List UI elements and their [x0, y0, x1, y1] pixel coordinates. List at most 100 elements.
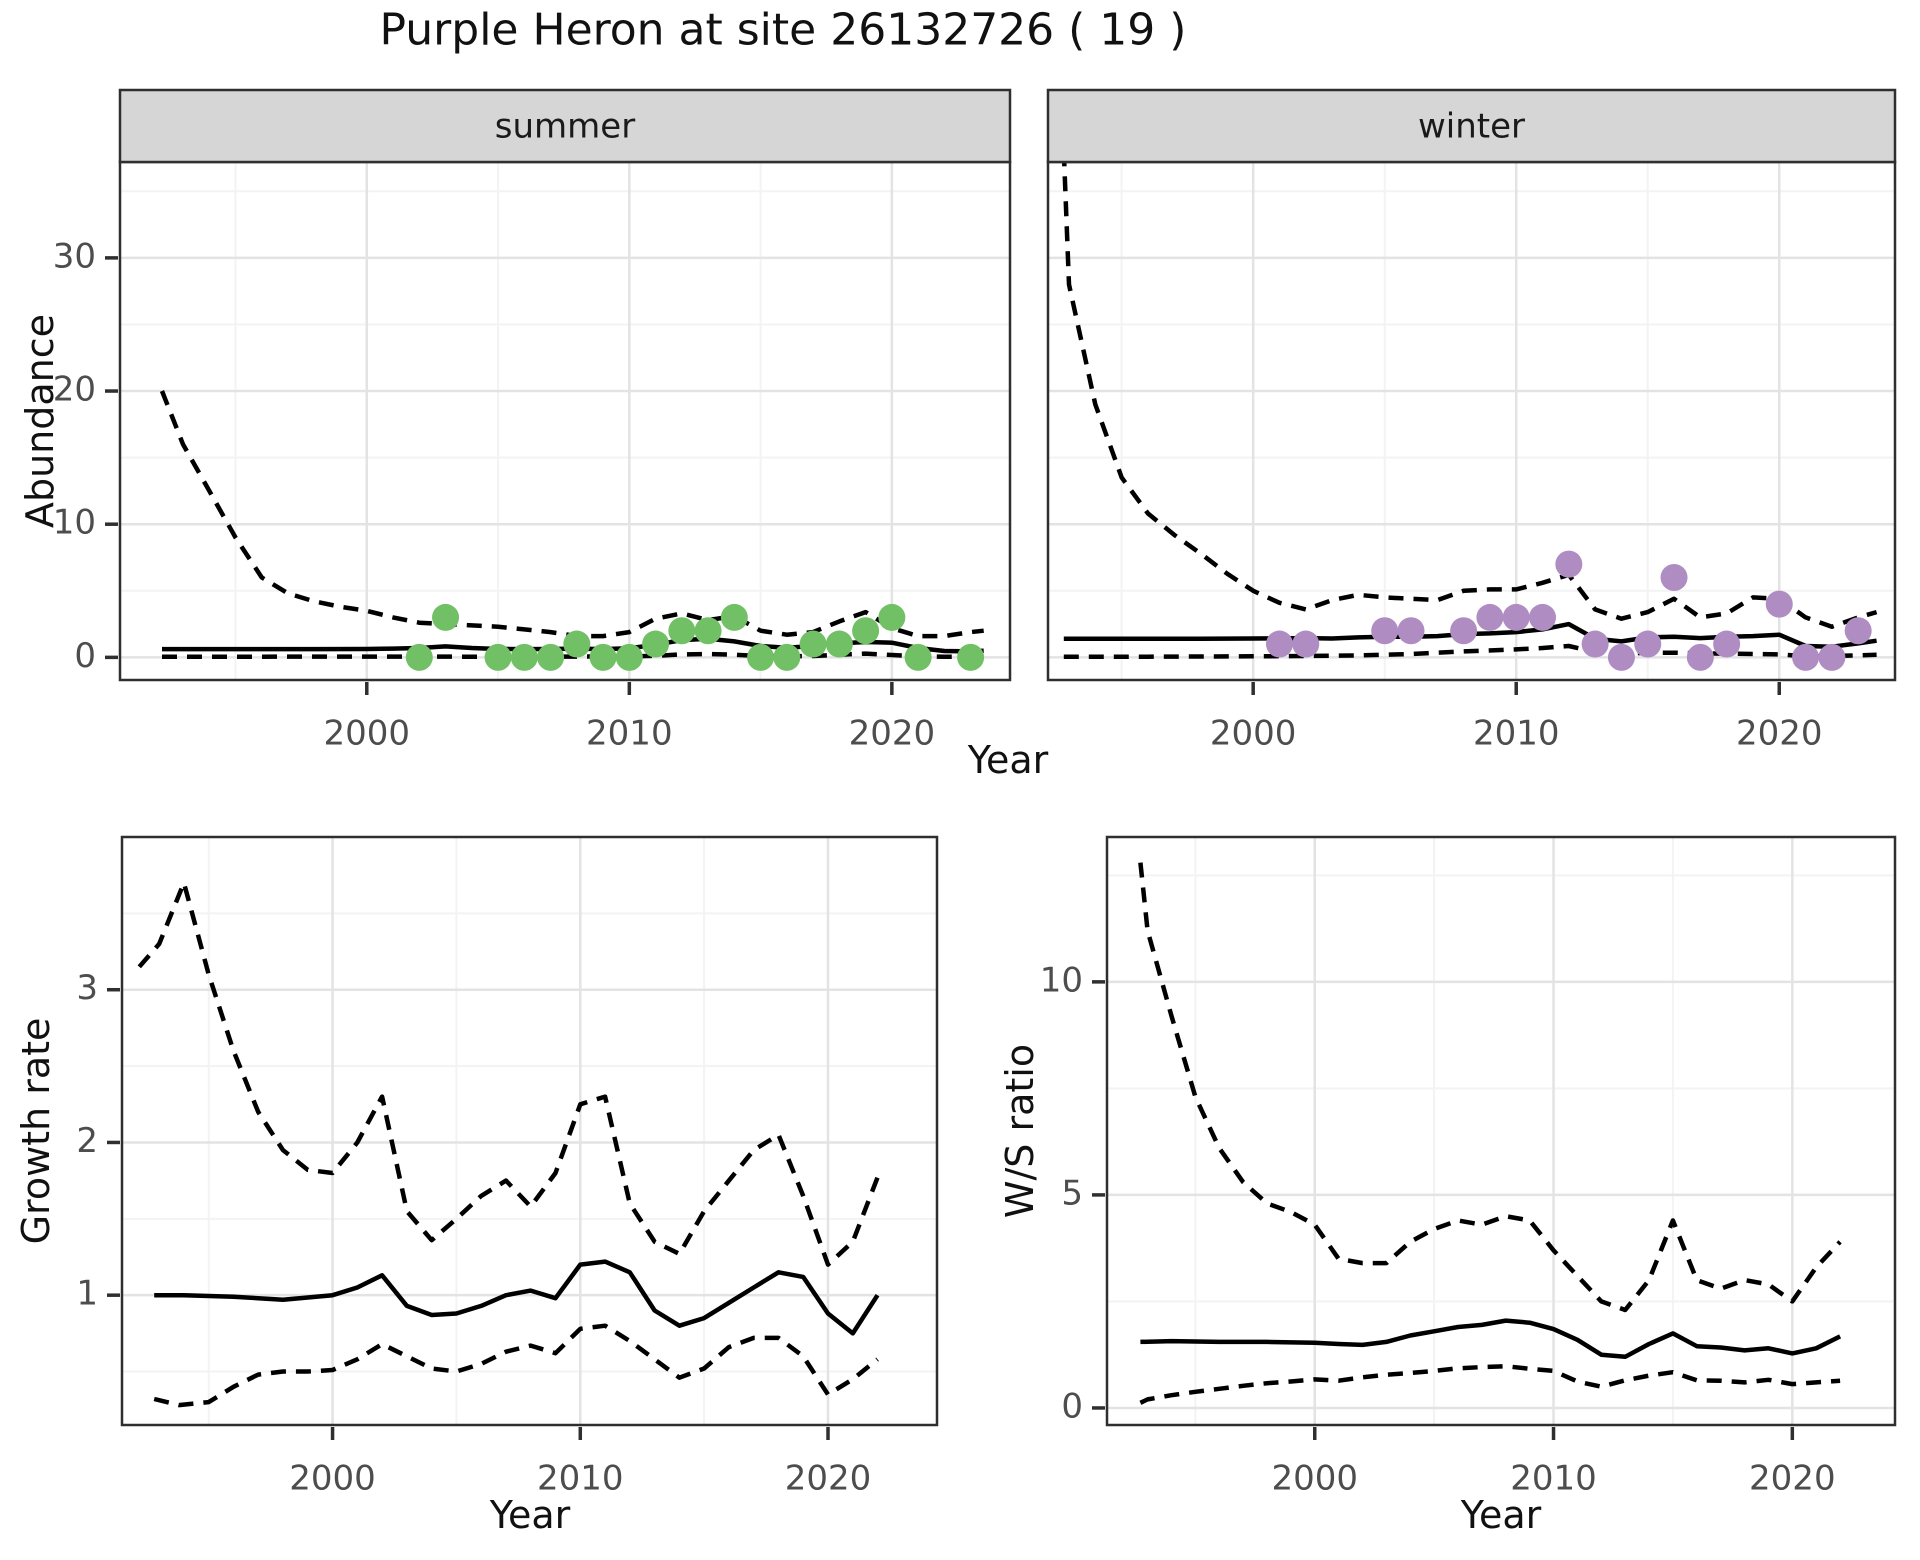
- x-axis-title-year-top: Year: [967, 738, 1049, 782]
- winter-observation-point: [1713, 630, 1741, 658]
- y-tick-label: 0: [1061, 1386, 1083, 1426]
- winter-observation-point: [1818, 643, 1846, 671]
- x-axis-ticks: 2000 2010 2020: [289, 1427, 871, 1499]
- gridlines-minor: [1048, 162, 1895, 680]
- panel-winter: 2000 2010 2020 winter: [1046, 88, 1897, 754]
- winter-observation-point: [1397, 617, 1425, 645]
- x-axis-title-year-growth: Year: [489, 1493, 571, 1537]
- growth-rate-upper-ci-line: [137, 880, 880, 1267]
- winter-observation-point: [1555, 550, 1583, 578]
- summer-observation-point: [747, 643, 775, 671]
- gridlines-minor: [1107, 837, 1895, 1425]
- winter-observation-point: [1476, 603, 1504, 631]
- panel-background: [120, 162, 1010, 680]
- figure-title: Purple Heron at site 26132726 ( 19 ): [379, 4, 1187, 56]
- winter-observed-points: [1265, 550, 1872, 671]
- x-tick-label: 2010: [537, 1459, 624, 1499]
- series-group: [1138, 862, 1842, 1405]
- gridlines-minor: [122, 837, 937, 1425]
- x-tick-label: 2010: [586, 714, 673, 754]
- winter-observation-point: [1581, 630, 1609, 658]
- facet-strip-summer: [118, 88, 1012, 164]
- summer-observation-point: [484, 643, 512, 671]
- summer-observation-point: [668, 617, 696, 645]
- summer-observation-point: [904, 643, 932, 671]
- winter-observation-point: [1502, 603, 1530, 631]
- growth-rate-lower-ci-line: [153, 1323, 879, 1408]
- panel-ws-ratio: 2000 2010 2020 0 5 10: [1040, 835, 1897, 1499]
- summer-observation-point: [720, 603, 748, 631]
- summer-observation-point: [852, 617, 880, 645]
- gridlines-major: [122, 837, 937, 1425]
- summer-observation-point: [563, 630, 591, 658]
- summer-observation-point: [878, 603, 906, 631]
- growth-rate-mean-line: [154, 1259, 880, 1336]
- panel-border: [120, 835, 939, 1427]
- y-axis-ticks: 0 10 20 30: [53, 236, 118, 676]
- winter-observation-point: [1765, 590, 1793, 618]
- summer-observation-point: [589, 643, 617, 671]
- winter-observation-point: [1792, 643, 1820, 671]
- summer-observation-point: [405, 643, 433, 671]
- y-tick-label: 10: [1040, 960, 1083, 1000]
- series-group: [137, 880, 880, 1408]
- y-axis-title-growth-rate: Growth rate: [14, 1017, 58, 1245]
- y-tick-label: 2: [76, 1121, 98, 1161]
- facet-strip-label: winter: [1418, 107, 1525, 147]
- panel-background: [1048, 162, 1895, 680]
- panel-growth-rate: 2000 2010 2020 1 2 3: [76, 835, 939, 1499]
- summer-observation-point: [432, 603, 460, 631]
- x-tick-label: 2000: [1271, 1459, 1358, 1499]
- x-tick-label: 2010: [1473, 714, 1560, 754]
- panel-summer: 2000 2010 2020 0 10 20 30 summer: [53, 88, 1012, 754]
- ws-ratio-upper-ci-line: [1138, 862, 1842, 1313]
- summer-observed-points: [405, 603, 985, 671]
- winter-observation-point: [1292, 630, 1320, 658]
- summer-observation-point: [957, 643, 985, 671]
- summer-observation-point: [642, 630, 670, 658]
- panel-background: [1107, 837, 1895, 1425]
- summer-observation-point: [537, 643, 565, 671]
- x-axis-ticks: 2000 2010 2020: [1271, 1427, 1836, 1499]
- winter-observation-point: [1634, 630, 1662, 658]
- x-tick-label: 2000: [1210, 714, 1297, 754]
- series-group: [159, 390, 985, 671]
- y-tick-label: 3: [76, 968, 98, 1008]
- ws-ratio-mean-line: [1140, 1318, 1842, 1360]
- y-axis-ticks: 1 2 3: [76, 968, 120, 1314]
- winter-observation-point: [1686, 643, 1714, 671]
- y-axis-title-ws-ratio: W/S ratio: [998, 1043, 1042, 1219]
- summer-observation-point: [825, 630, 853, 658]
- summer-observation-point: [694, 617, 722, 645]
- winter-observation-point: [1371, 617, 1399, 645]
- gridlines-minor: [120, 162, 1010, 680]
- ws-ratio-lower-ci-line: [1139, 1363, 1841, 1405]
- x-tick-label: 2000: [324, 714, 411, 754]
- series-group: [1061, 162, 1878, 671]
- facet-strip-winter: [1046, 88, 1897, 164]
- x-tick-label: 2010: [1510, 1459, 1597, 1499]
- y-tick-label: 10: [53, 503, 96, 543]
- y-tick-label: 5: [1061, 1173, 1083, 1213]
- panel-background: [122, 837, 937, 1425]
- y-axis-title-abundance: Abundance: [18, 313, 62, 529]
- x-tick-label: 2020: [1736, 714, 1823, 754]
- x-tick-label: 2020: [1749, 1459, 1836, 1499]
- summer-observation-point: [799, 630, 827, 658]
- winter-observation-point: [1660, 563, 1688, 591]
- winter-observation-point: [1529, 603, 1557, 631]
- y-tick-label: 30: [53, 236, 96, 276]
- summer-observation-point: [615, 643, 643, 671]
- winter-observation-point: [1450, 617, 1478, 645]
- x-axis-ticks: 2000 2010 2020: [1210, 682, 1823, 754]
- facet-strip-label: summer: [495, 107, 635, 147]
- x-tick-label: 2020: [849, 714, 936, 754]
- winter-observation-point: [1265, 630, 1293, 658]
- summer-observation-point: [773, 643, 801, 671]
- winter-upper-ci-line: [1061, 162, 1878, 629]
- x-tick-label: 2000: [289, 1459, 376, 1499]
- y-tick-label: 20: [53, 370, 96, 410]
- panel-border: [1105, 835, 1897, 1427]
